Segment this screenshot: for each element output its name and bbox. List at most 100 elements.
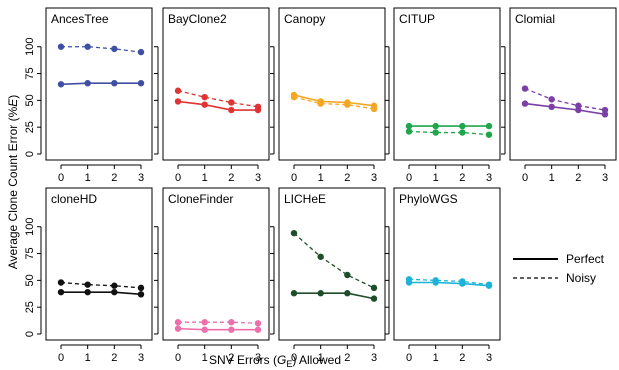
x-tick-label: 2 xyxy=(228,352,234,364)
x-tick-label: 2 xyxy=(228,172,234,184)
x-tick-label: 3 xyxy=(371,352,377,364)
data-point-noisy xyxy=(370,284,378,292)
x-tick-label: 1 xyxy=(318,352,324,364)
data-point-noisy xyxy=(459,129,466,136)
data-point-perfect xyxy=(228,106,235,114)
series-line-noisy xyxy=(408,278,490,286)
x-tick-label: 3 xyxy=(602,172,608,184)
panel-title: CITUP xyxy=(399,12,435,26)
x-tick-label: 2 xyxy=(459,352,465,364)
data-point-noisy xyxy=(254,320,262,327)
series-line-perfect xyxy=(60,82,141,86)
y-tick-label: 0 xyxy=(24,331,36,337)
data-point-noisy xyxy=(137,284,145,292)
data-point-perfect xyxy=(137,80,145,87)
panel-clonefinder: CloneFinder 0 1 2 3 xyxy=(154,187,270,364)
panel-frame xyxy=(45,7,153,161)
x-tick-label: 3 xyxy=(486,352,492,364)
data-point-noisy xyxy=(57,43,65,50)
x-tick-label: 3 xyxy=(371,172,377,184)
series-line-noisy xyxy=(61,46,142,53)
data-point-perfect xyxy=(370,295,378,302)
data-point-perfect xyxy=(84,80,91,87)
panel-bayclone2: BayClone2 0 1 2 3 xyxy=(154,7,270,184)
x-tick-label: 2 xyxy=(111,172,117,184)
data-point-noisy xyxy=(84,281,91,288)
x-tick-label: 0 xyxy=(291,172,297,184)
data-point-noisy xyxy=(485,131,493,138)
data-point-noisy xyxy=(317,100,324,107)
data-point-perfect xyxy=(84,288,91,296)
legend-label-perfect: Perfect xyxy=(566,252,605,266)
panel-frame xyxy=(45,187,153,341)
series-line-noisy xyxy=(408,130,490,136)
data-point-perfect xyxy=(137,291,145,298)
x-tick-label: 0 xyxy=(291,352,297,364)
x-tick-label: 3 xyxy=(255,172,261,184)
panel-title: AncesTree xyxy=(51,12,109,26)
data-point-noisy xyxy=(485,281,493,288)
data-point-noisy xyxy=(575,102,582,109)
series-line-noisy xyxy=(293,96,375,110)
data-point-noisy xyxy=(57,279,65,286)
x-tick-label: 3 xyxy=(138,352,144,364)
data-point-noisy xyxy=(228,319,235,326)
series-line-perfect xyxy=(61,291,142,296)
series-line-perfect xyxy=(409,281,490,287)
y-tick-label: 25 xyxy=(24,121,36,133)
data-point-perfect xyxy=(201,101,208,108)
y-tick-label: 25 xyxy=(24,301,36,313)
y-axis-title: Average Clone Count Error (%E) xyxy=(6,95,20,270)
data-point-noisy xyxy=(601,106,609,114)
series-line-perfect xyxy=(524,102,606,116)
data-point-perfect xyxy=(254,326,262,333)
series-line-noisy xyxy=(524,87,606,111)
data-point-perfect xyxy=(317,290,324,297)
y-tick-label: 50 xyxy=(24,94,36,106)
data-point-noisy xyxy=(111,45,118,53)
x-tick-label: 1 xyxy=(433,352,439,364)
data-point-perfect xyxy=(57,81,65,88)
series-line-noisy xyxy=(177,90,259,108)
data-point-noisy xyxy=(521,85,529,92)
data-point-perfect xyxy=(57,288,65,296)
legend-label-noisy: Noisy xyxy=(566,271,596,285)
x-tick-label: 0 xyxy=(175,352,181,364)
data-point-perfect xyxy=(459,122,466,130)
panel-frame xyxy=(509,7,617,161)
y-tick-label: 75 xyxy=(24,67,36,79)
data-point-noisy xyxy=(84,43,91,50)
data-point-perfect xyxy=(432,122,439,130)
panel-frame xyxy=(162,7,270,161)
data-point-perfect xyxy=(174,98,182,105)
x-tick-label: 1 xyxy=(549,172,555,184)
panel-title: BayClone2 xyxy=(168,12,227,26)
x-tick-label: 1 xyxy=(85,352,91,364)
data-point-perfect xyxy=(174,325,182,332)
x-tick-label: 2 xyxy=(575,172,581,184)
data-point-perfect xyxy=(548,103,555,111)
series-line-perfect xyxy=(293,94,375,107)
x-tick-label: 3 xyxy=(255,352,261,364)
panel-clonehd: cloneHD 0 25 50 75 100 0 1 2 3 xyxy=(24,187,153,364)
x-tick-label: 0 xyxy=(522,172,528,184)
data-point-noisy xyxy=(459,278,466,285)
data-point-noisy xyxy=(405,276,413,283)
data-point-noisy xyxy=(174,319,182,326)
data-point-perfect xyxy=(344,290,351,297)
y-tick-label: 100 xyxy=(24,38,36,56)
y-tick-label: 75 xyxy=(24,247,36,259)
y-tick-label: 100 xyxy=(24,218,36,236)
data-point-noisy xyxy=(344,101,351,108)
panel-title: cloneHD xyxy=(51,192,97,206)
panel-ancestree: AncesTree 0 25 50 75 100 0 1 2 3 xyxy=(24,7,153,184)
data-point-perfect xyxy=(201,326,208,333)
data-point-perfect xyxy=(228,326,235,333)
data-point-noisy xyxy=(254,103,262,111)
series-line-noisy xyxy=(60,281,142,289)
data-point-noisy xyxy=(137,48,145,56)
series-line-noisy xyxy=(293,232,375,289)
x-tick-label: 0 xyxy=(58,172,64,184)
panel-title: Canopy xyxy=(284,12,325,26)
